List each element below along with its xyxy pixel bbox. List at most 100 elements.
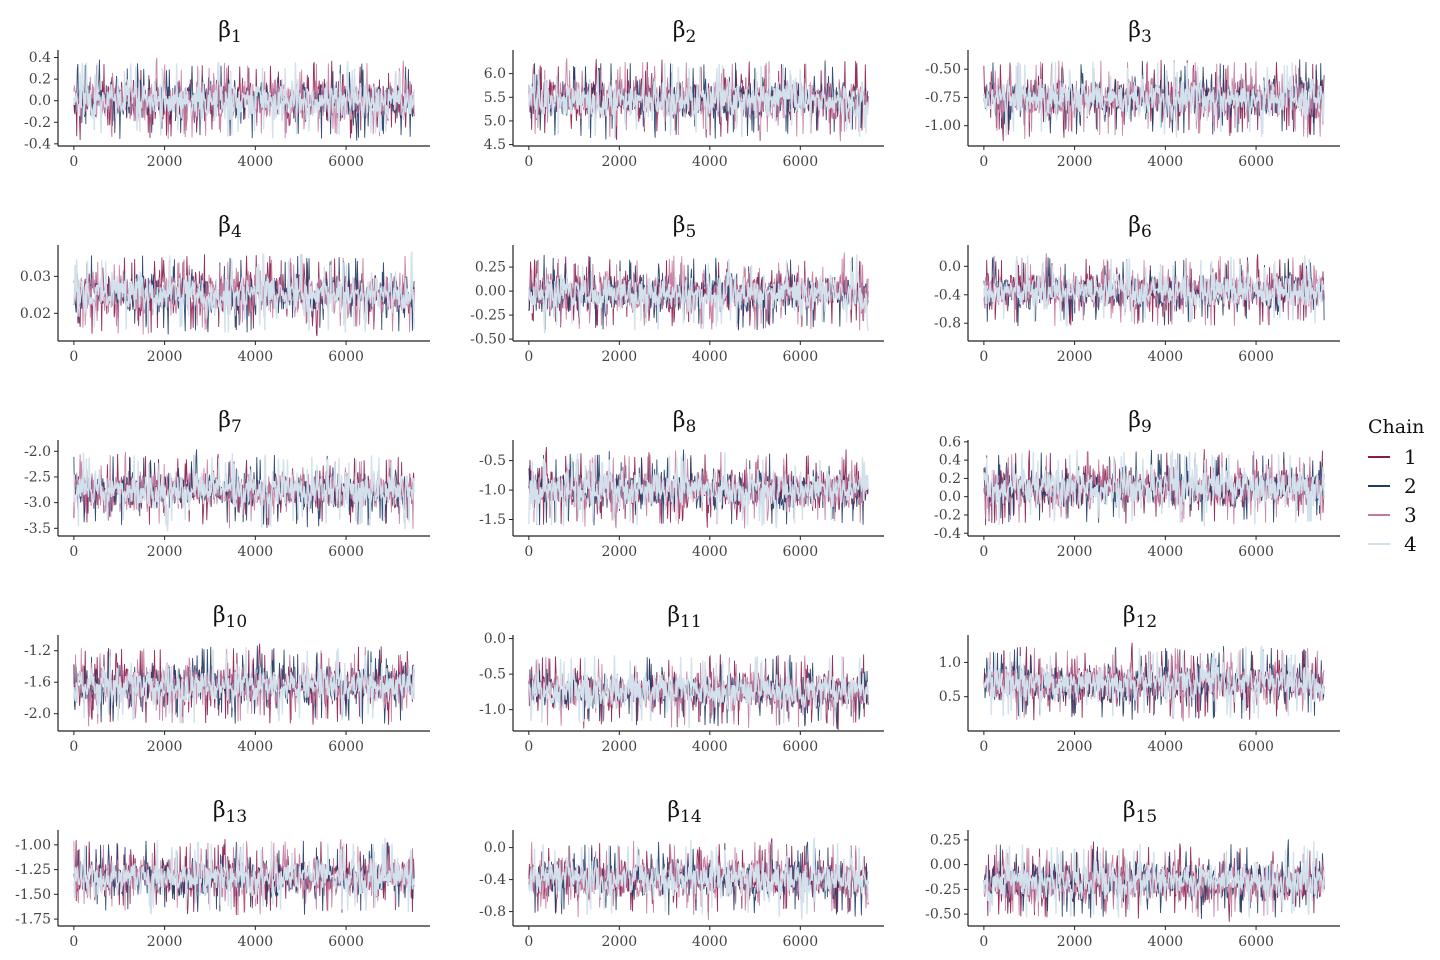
x-tick-label: 0 — [524, 349, 533, 365]
y-tick-label: 0.0 — [484, 840, 506, 856]
trace-panel-beta-1: 0.4 0.2 0.0 -0.2 -0.4 0 2000 4000 6000 β1 — [24, 18, 430, 170]
x-tick-label: 2000 — [147, 934, 183, 950]
x-tick-label: 4000 — [238, 739, 274, 755]
panel-title: β10 — [213, 603, 247, 632]
x-tick-label: 0 — [524, 154, 533, 170]
y-tick-label: -1.25 — [15, 862, 51, 878]
panel-title: β2 — [673, 18, 697, 47]
y-tick-label: -2.0 — [24, 444, 51, 460]
x-tick-label: 0 — [69, 544, 78, 560]
trace-line-chain-4 — [983, 255, 1325, 327]
panel-title: β12 — [1123, 603, 1157, 632]
y-tick-label: -0.25 — [470, 308, 506, 324]
panel-title: β11 — [667, 603, 701, 632]
legend-swatch-chain-1 — [1368, 455, 1390, 458]
panel-title-subscript: 14 — [680, 807, 702, 827]
panel-title-base: β — [213, 603, 226, 628]
panel-title-base: β — [213, 798, 226, 823]
panel-title: β14 — [667, 798, 701, 827]
trace-panel-beta-10: -1.2 -1.6 -2.0 0 2000 4000 6000 β10 — [24, 603, 430, 755]
y-tick-label: -0.4 — [24, 136, 51, 152]
panel-title: β9 — [1128, 408, 1152, 437]
panel-title-base: β — [667, 603, 680, 628]
trace-line-chain-4 — [528, 837, 869, 920]
panel-title-subscript: 13 — [226, 807, 248, 827]
panel-title-base: β — [673, 18, 686, 43]
y-tick-label: 6.0 — [484, 66, 506, 82]
x-tick-label: 0 — [979, 349, 988, 365]
y-tick-label: -2.5 — [24, 469, 51, 485]
x-tick-label: 6000 — [328, 154, 364, 170]
y-tick-label: -0.50 — [925, 907, 961, 923]
y-tick-label: 0.6 — [939, 434, 961, 450]
x-tick-label: 6000 — [1238, 544, 1274, 560]
panel-title: β1 — [218, 18, 242, 47]
y-tick-label: -3.5 — [24, 521, 51, 537]
y-tick-label: 5.5 — [484, 90, 506, 106]
x-tick-label: 0 — [524, 544, 533, 560]
x-tick-label: 6000 — [1238, 934, 1274, 950]
panel-title-base: β — [667, 798, 680, 823]
y-tick-label: 5.0 — [484, 113, 506, 129]
y-tick-label: 0.0 — [939, 259, 961, 275]
y-tick-label: -0.8 — [479, 904, 506, 920]
legend-item-chain-4: 4 — [1368, 529, 1436, 558]
y-tick-label: -1.2 — [24, 643, 51, 659]
legend-label-chain-1: 1 — [1404, 444, 1417, 469]
panel-title-subscript: 10 — [226, 612, 248, 632]
y-tick-label: 0.4 — [939, 453, 961, 469]
y-tick-label: -0.2 — [934, 507, 961, 523]
trace-line-chain-4 — [983, 841, 1325, 918]
chain-legend: Chain 1 2 3 4 — [1368, 416, 1436, 558]
y-tick-label: -1.0 — [479, 483, 506, 499]
x-tick-label: 0 — [979, 544, 988, 560]
x-tick-label: 0 — [524, 739, 533, 755]
y-tick-label: -0.4 — [479, 872, 506, 888]
y-tick-label: -1.00 — [925, 118, 961, 134]
panel-title-subscript: 7 — [231, 417, 242, 437]
panel-title-subscript: 8 — [685, 417, 696, 437]
y-tick-label: 0.0 — [939, 489, 961, 505]
y-tick-label: 0.02 — [20, 306, 51, 322]
trace-panel-beta-3: -0.50 -0.75 -1.00 0 2000 4000 6000 β3 — [925, 18, 1340, 170]
x-tick-label: 4000 — [692, 154, 728, 170]
legend-item-chain-3: 3 — [1368, 500, 1436, 529]
legend-item-chain-1: 1 — [1368, 442, 1436, 471]
panel-title-base: β — [673, 213, 686, 238]
y-tick-label: 0.2 — [29, 72, 51, 88]
x-tick-label: 0 — [69, 349, 78, 365]
x-tick-label: 6000 — [1238, 154, 1274, 170]
x-tick-label: 6000 — [782, 154, 818, 170]
x-tick-label: 6000 — [328, 349, 364, 365]
x-tick-label: 0 — [69, 934, 78, 950]
trace-line-chain-3 — [983, 647, 1325, 722]
y-tick-label: -1.0 — [479, 702, 506, 718]
y-tick-label: -2.0 — [24, 706, 51, 722]
panel-title-subscript: 3 — [1141, 27, 1152, 47]
y-tick-label: -0.50 — [925, 62, 961, 78]
panel-title-base: β — [218, 408, 231, 433]
panel-title-base: β — [673, 408, 686, 433]
x-tick-label: 2000 — [147, 544, 183, 560]
panel-title-base: β — [1123, 798, 1136, 823]
panel-title-subscript: 4 — [231, 222, 242, 242]
x-tick-label: 6000 — [782, 739, 818, 755]
y-tick-label: -1.5 — [479, 512, 506, 528]
y-tick-label: -1.50 — [15, 887, 51, 903]
trace-line-chain-4 — [73, 837, 415, 915]
trace-line-chain-4 — [528, 452, 869, 529]
panel-title-base: β — [1128, 18, 1141, 43]
y-tick-label: 4.5 — [484, 137, 506, 153]
x-tick-label: 4000 — [692, 544, 728, 560]
x-tick-label: 6000 — [782, 349, 818, 365]
panel-title: β3 — [1128, 18, 1152, 47]
x-tick-label: 2000 — [147, 154, 183, 170]
trace-line-chain-4 — [983, 645, 1325, 719]
y-tick-label: 0.03 — [20, 269, 51, 285]
y-tick-label: 0.00 — [930, 857, 961, 873]
x-tick-label: 2000 — [602, 739, 638, 755]
x-tick-label: 2000 — [602, 154, 638, 170]
x-tick-label: 4000 — [238, 154, 274, 170]
x-tick-label: 2000 — [147, 349, 183, 365]
x-tick-label: 4000 — [1148, 544, 1184, 560]
